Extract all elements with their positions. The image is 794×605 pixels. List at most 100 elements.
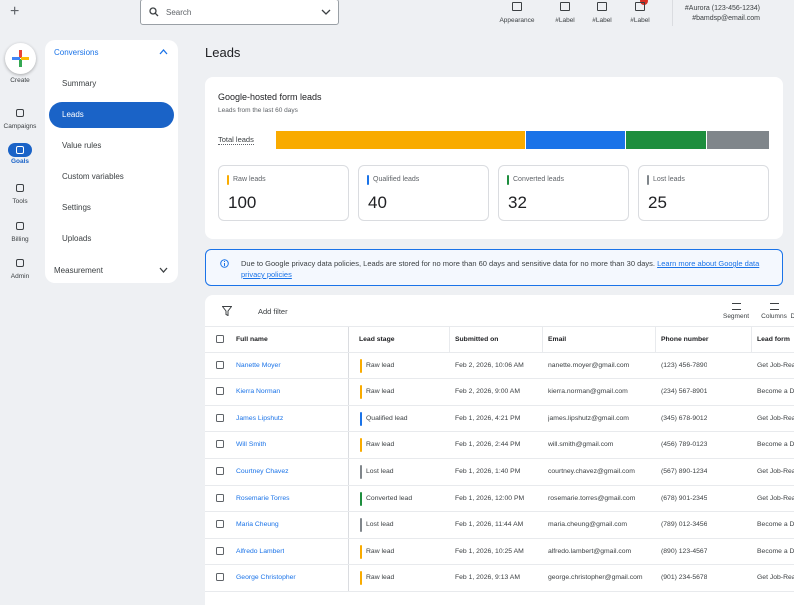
checkbox[interactable]	[216, 467, 224, 475]
checkbox[interactable]	[216, 573, 224, 582]
cell-text: Feb 1, 2026, 11:44 AM	[455, 521, 524, 529]
bar-segment	[276, 131, 525, 149]
rail-label: Tools	[12, 198, 28, 205]
lead-name[interactable]: Kierra Norman	[236, 388, 281, 396]
rail-glyph	[16, 184, 24, 192]
column-divider	[751, 327, 752, 352]
column-header[interactable]: Submitted on	[455, 336, 499, 343]
info-icon	[220, 259, 229, 268]
action-label: #Label	[592, 17, 612, 24]
bar-segment	[626, 131, 706, 149]
column-header[interactable]: Lead stage	[359, 336, 395, 343]
rail-icon[interactable]	[14, 183, 26, 193]
subnav-item[interactable]: Summary	[62, 79, 97, 88]
cell-text: (789) 012-3456	[661, 521, 708, 529]
column-divider	[348, 512, 349, 538]
cell-text: (345) 678-9012	[661, 414, 708, 422]
checkbox[interactable]	[216, 360, 224, 369]
lead-name[interactable]: Nanette Moyer	[236, 361, 281, 369]
top-action[interactable]: Appearance	[492, 2, 542, 24]
cell-text: Get Job-Rea	[757, 574, 794, 582]
top-action[interactable]: #Label	[615, 2, 665, 24]
cell-text: Feb 2, 2026, 9:00 AM	[455, 388, 520, 396]
account[interactable]: #Aurora (123-456-1234) #bamdsp@email.com	[685, 4, 760, 24]
table-row: Courtney Chavez Lost lead Feb 1, 2026, 1:4…	[205, 459, 794, 486]
checkbox[interactable]	[216, 387, 224, 396]
checkbox[interactable]	[216, 335, 224, 343]
subnav-footer[interactable]: Measurement	[54, 266, 103, 275]
subnav-item[interactable]: Settings	[62, 203, 91, 212]
subnav-section[interactable]: Conversions	[54, 48, 99, 57]
stage-indicator	[360, 465, 362, 479]
subnav-item[interactable]: Custom variables	[62, 172, 124, 181]
column-divider	[348, 459, 349, 485]
table-row: George Christopher Raw lead Feb 1, 2026, 9…	[205, 565, 794, 592]
toolbar-label: Download	[790, 313, 794, 320]
subnav-item[interactable]: Leads	[49, 102, 174, 128]
toolbar-icon	[769, 303, 779, 310]
column-divider	[449, 327, 450, 352]
checkbox[interactable]	[216, 493, 224, 502]
rail-label: Billing	[11, 236, 29, 243]
table-row: Rosemarie Torres Converted lead Feb 1, 202…	[205, 485, 794, 513]
cell-text: (901) 234-5678	[661, 574, 708, 582]
stat-swatch	[227, 175, 229, 185]
rail-icon[interactable]	[14, 258, 26, 268]
lead-name[interactable]: Rosemarie Torres	[236, 494, 290, 502]
column-header[interactable]: Full name	[236, 336, 268, 343]
cell-text: Qualified lead	[366, 414, 408, 422]
table-row: Maria Cheung Lost lead Feb 1, 2026, 11:44 …	[205, 512, 794, 539]
create-button[interactable]	[5, 43, 36, 74]
toolbar-action[interactable]: Segment	[721, 303, 751, 320]
checkbox[interactable]	[216, 546, 224, 555]
column-divider	[542, 327, 543, 352]
lead-name[interactable]: Maria Cheung	[236, 521, 279, 529]
rail-icon[interactable]	[14, 221, 26, 231]
toolbar-action[interactable]: Download	[785, 303, 794, 320]
checkbox[interactable]	[216, 520, 224, 529]
column-divider	[348, 538, 349, 565]
subnav-item[interactable]: Value rules	[62, 141, 102, 150]
cell-text: Feb 1, 2026, 12:00 PM	[455, 494, 525, 502]
subnav: Conversions Summary Leads Value rules Custo…	[45, 40, 178, 283]
checkbox[interactable]	[216, 413, 224, 422]
top-action[interactable]: #Label	[540, 2, 590, 24]
rail-icon[interactable]	[8, 143, 32, 157]
menu-plus[interactable]: +	[10, 3, 20, 20]
action-icon	[597, 2, 607, 11]
cell-text: (234) 567-8901	[661, 388, 708, 396]
search-box[interactable]: Search	[140, 0, 339, 25]
column-header[interactable]: Phone number	[661, 336, 709, 343]
cell-text: Feb 1, 2026, 4:21 PM	[455, 414, 521, 422]
rail-icon[interactable]	[14, 108, 26, 118]
lead-name[interactable]: George Christopher	[236, 574, 296, 582]
add-filter[interactable]: Add filter	[258, 307, 288, 316]
lead-name[interactable]: Alfredo Lambert	[236, 547, 285, 555]
toolbar-label: Segment	[722, 313, 750, 320]
top-action[interactable]: #Label	[577, 2, 627, 24]
rail-label: Admin	[10, 273, 30, 280]
bar-segment	[706, 131, 769, 149]
summary-card: Google-hosted form leads Leads from the …	[205, 77, 783, 239]
table-row: Nanette Moyer Raw lead Feb 2, 2026, 10:06 …	[205, 352, 794, 380]
toolbar-action[interactable]: Columns	[759, 303, 789, 320]
lead-name[interactable]: Will Smith	[236, 441, 267, 449]
column-header[interactable]: Email	[548, 336, 567, 343]
column-header[interactable]: Lead form	[757, 336, 790, 343]
filter-icon[interactable]	[222, 306, 232, 316]
summary-subtitle: Leads from the last 60 days	[218, 107, 298, 114]
notice-link[interactable]: Learn more about Google data privacy pol…	[241, 259, 760, 279]
column-divider	[348, 352, 349, 379]
lead-name[interactable]: James Lipshutz	[236, 414, 284, 422]
stat-value: 32	[508, 193, 527, 212]
table-row: Kierra Norman Raw lead Feb 2, 2026, 9:00 A…	[205, 379, 794, 406]
stat-swatch	[367, 175, 369, 185]
column-divider	[348, 432, 349, 458]
subnav-item[interactable]: Uploads	[62, 234, 92, 243]
lead-name[interactable]: Courtney Chavez	[236, 468, 289, 475]
rail-glyph	[16, 259, 24, 267]
checkbox[interactable]	[216, 440, 224, 449]
account-email: #bamdsp@email.com	[692, 15, 760, 22]
rail-glyph	[16, 109, 24, 117]
